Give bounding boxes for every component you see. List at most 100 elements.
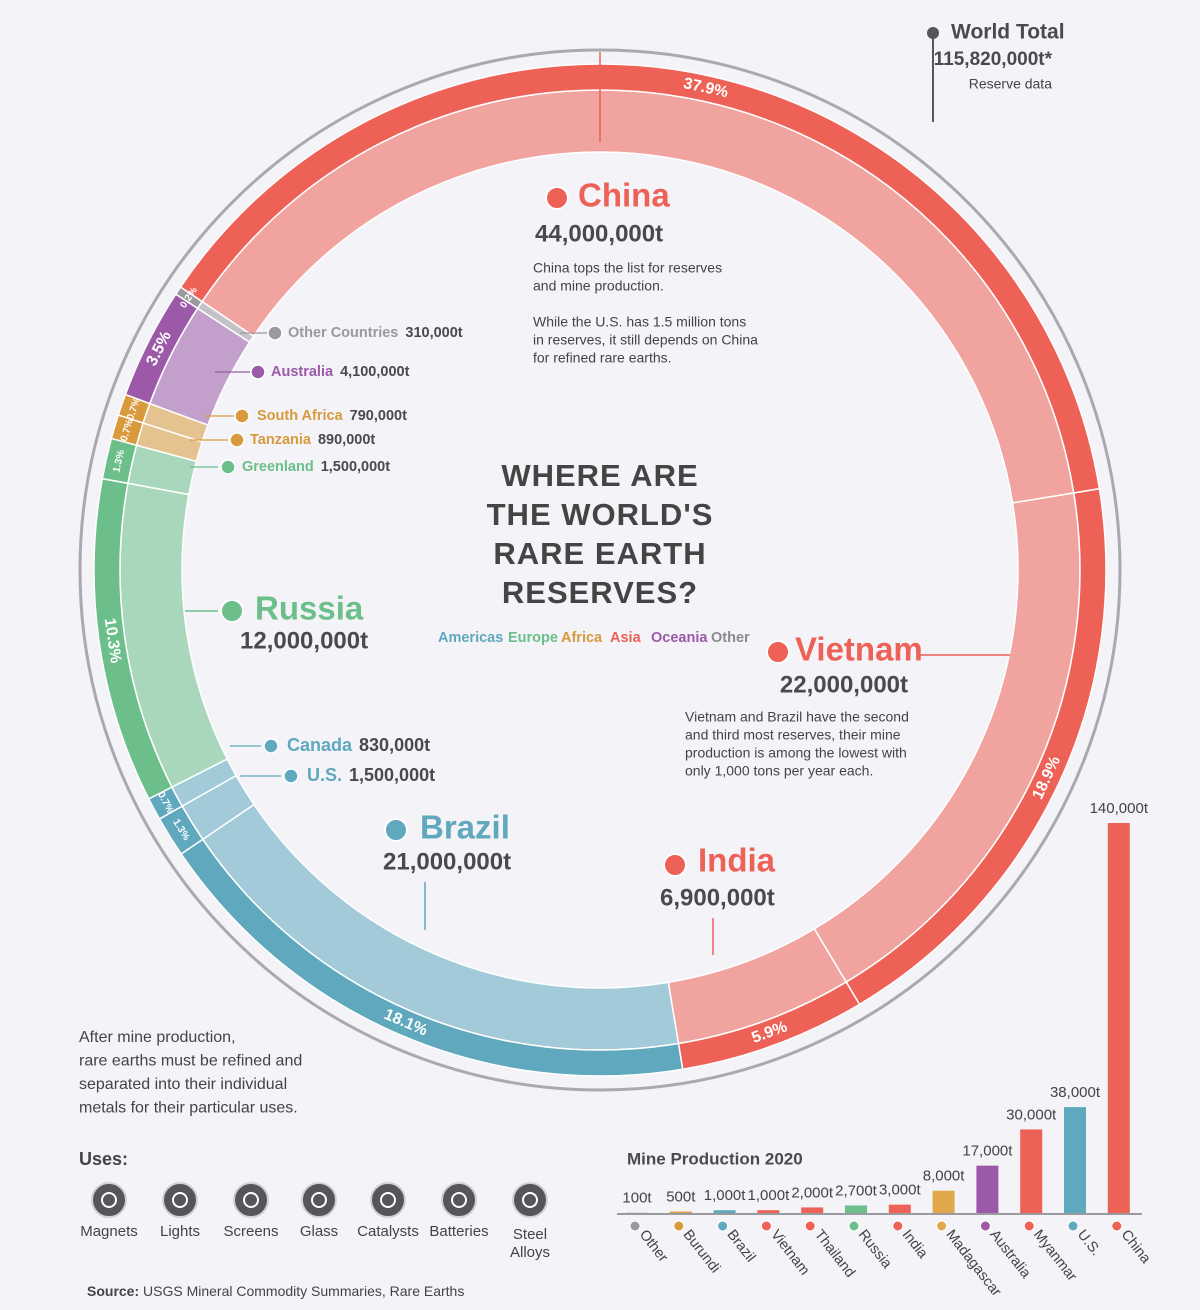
country-amount: 21,000,000t	[383, 848, 511, 875]
source: Source: USGS Mineral Commodity Summaries…	[87, 1283, 464, 1299]
flag	[234, 408, 250, 424]
country-amount: 44,000,000t	[535, 220, 663, 247]
bar-category: Thailand	[811, 1227, 858, 1281]
bar	[845, 1205, 867, 1213]
country-amount: 6,900,000t	[660, 884, 775, 911]
bar-category: Russia	[855, 1227, 895, 1273]
flag	[220, 459, 236, 475]
bar-category: China	[1118, 1227, 1155, 1267]
use-label: Screens	[223, 1223, 278, 1240]
country-name: Other Countries	[288, 325, 398, 341]
country-label: Australia 4,100,000t	[271, 364, 410, 380]
country-amount: 12,000,000t	[240, 627, 368, 654]
use-icon	[512, 1182, 548, 1218]
flag	[250, 364, 266, 380]
country-name: South Africa	[257, 408, 344, 424]
bar	[801, 1207, 824, 1213]
bar-category: Brazil	[723, 1227, 758, 1265]
bar-category: Myanmar	[1030, 1227, 1080, 1285]
country-label: U.S. 1,500,000t	[307, 765, 435, 785]
flag	[766, 640, 790, 664]
use-icon-glyph	[172, 1192, 188, 1208]
use-icon-glyph	[451, 1192, 467, 1208]
bar-value: 1,000t	[748, 1187, 791, 1204]
bar	[713, 1210, 736, 1213]
use-label: Lights	[160, 1223, 200, 1240]
legend-entry: Americas	[438, 630, 503, 646]
country-label: Greenland 1,500,000t	[242, 459, 390, 475]
country-name: U.S.	[307, 765, 342, 785]
country-amount: 790,000t	[350, 408, 407, 424]
country-name: Greenland	[242, 459, 314, 475]
total-value: 115,820,000t*	[934, 49, 1053, 70]
country-name: Australia	[271, 364, 334, 380]
main-title: RARE EARTH	[493, 536, 706, 571]
bar-category: Australia	[986, 1227, 1034, 1282]
country-amount: 890,000t	[318, 432, 375, 448]
country-amount: 1,500,000t	[321, 459, 391, 475]
country-name: Tanzania	[250, 432, 312, 448]
country-name: India	[698, 842, 776, 879]
vietnam-note: Vietnam and Brazil have the second	[685, 709, 909, 725]
total-title: World Total	[951, 21, 1065, 44]
source-label: Source:	[87, 1283, 139, 1299]
bar	[1064, 1107, 1086, 1213]
flag	[267, 325, 283, 341]
flag	[263, 738, 279, 754]
country-label: Tanzania 890,000t	[250, 432, 375, 448]
flag	[663, 853, 687, 877]
bar-value: 2,000t	[791, 1184, 834, 1201]
bar-flag	[717, 1220, 729, 1232]
use-label: Glass	[300, 1223, 338, 1240]
use-label: Catalysts	[357, 1223, 419, 1240]
legend-entry: Asia	[610, 630, 642, 646]
country-label: South Africa 790,000t	[257, 408, 407, 424]
bar-value: 100t	[622, 1190, 652, 1207]
bar-value: 17,000t	[962, 1143, 1013, 1160]
bar-flag	[936, 1220, 948, 1232]
refining-note: rare earths must be refined and	[79, 1053, 302, 1070]
use-label: Batteries	[429, 1223, 488, 1240]
use-icon	[91, 1182, 127, 1218]
china-note: While the U.S. has 1.5 million tons	[533, 314, 746, 330]
bar-value: 2,700t	[835, 1182, 878, 1199]
flag	[545, 186, 569, 210]
refining-note: metals for their particular uses.	[79, 1100, 298, 1117]
bar-flag	[804, 1220, 816, 1232]
legend-entry: Other	[711, 630, 750, 646]
bar-category: Other	[636, 1227, 671, 1266]
use-icon-glyph	[380, 1192, 396, 1208]
bar-flag	[892, 1220, 904, 1232]
country-amount: 310,000t	[405, 325, 462, 341]
use-icon-glyph	[243, 1192, 259, 1208]
bar-flag	[848, 1220, 860, 1232]
bar-value: 8,000t	[923, 1168, 966, 1185]
vietnam-note: production is among the lowest with	[685, 745, 907, 761]
bar-category: U.S.	[1074, 1227, 1104, 1259]
main-title: RESERVES?	[502, 575, 698, 610]
total-dot	[927, 27, 939, 39]
country-amount: 4,100,000t	[340, 364, 410, 380]
use-icon-glyph	[311, 1192, 327, 1208]
use-icon	[233, 1182, 269, 1218]
bar	[932, 1190, 955, 1213]
bar-value: 38,000t	[1050, 1084, 1101, 1101]
use-label: Magnets	[80, 1223, 138, 1240]
legend-entry: Oceania	[651, 630, 708, 646]
outer-frame	[78, 48, 1122, 1092]
bar-flag	[760, 1220, 772, 1232]
country-name: Canada	[287, 735, 353, 755]
bar-flag	[1067, 1220, 1079, 1232]
use-icon-glyph	[101, 1192, 117, 1208]
bar	[757, 1210, 780, 1213]
percent-label: 10.3%	[101, 617, 124, 664]
country-name: Brazil	[420, 809, 510, 846]
bar-flag	[1111, 1220, 1123, 1232]
china-note: in reserves, it still depends on China	[533, 332, 758, 348]
vietnam-note: only 1,000 tons per year each.	[685, 763, 873, 779]
legend-entry: Africa	[561, 630, 603, 646]
legend-entry: Europe	[508, 630, 558, 646]
bar	[669, 1211, 692, 1213]
refining-note: After mine production,	[79, 1029, 236, 1046]
use-label: Steel	[513, 1226, 547, 1243]
